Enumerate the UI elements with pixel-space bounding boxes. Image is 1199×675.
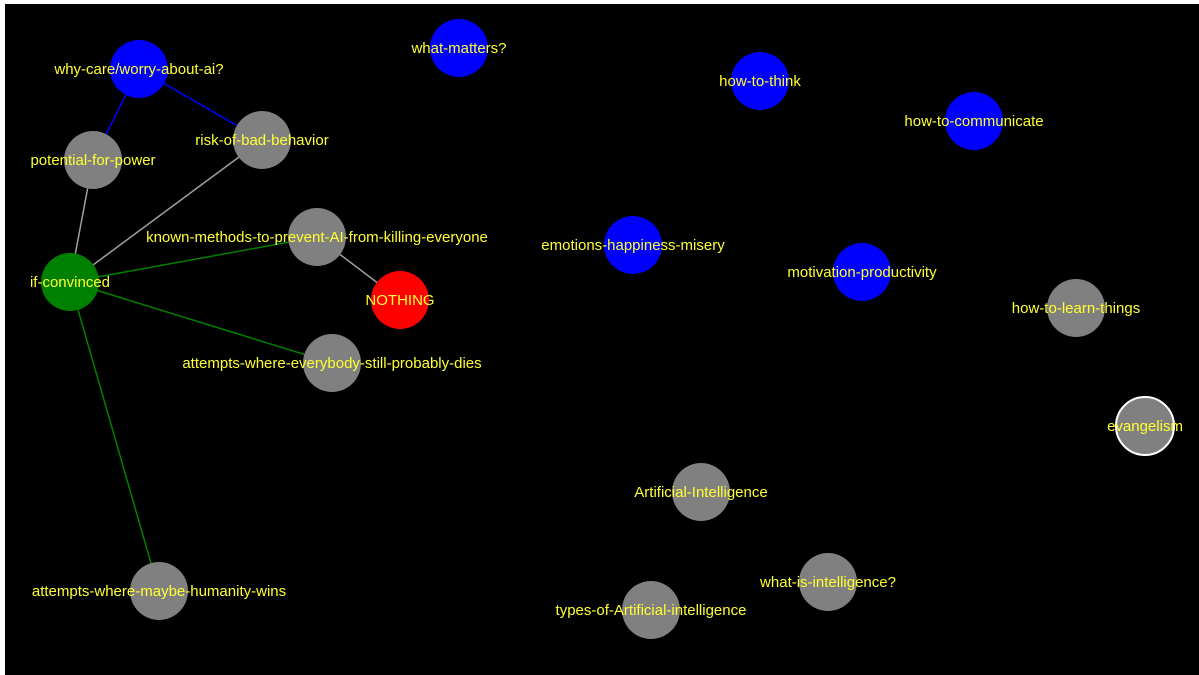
node-circle[interactable] <box>1047 279 1105 337</box>
node-label: why-care/worry-about-ai? <box>53 61 223 78</box>
node-known-methods[interactable]: known-methods-to-prevent-AI-from-killing… <box>146 208 488 266</box>
node-label: attempts-where-maybe-humanity-wins <box>32 583 286 600</box>
node-attempts-wins[interactable]: attempts-where-maybe-humanity-wins <box>32 562 286 620</box>
node-label: how-to-communicate <box>904 113 1043 130</box>
node-circle[interactable] <box>371 271 429 329</box>
node-label: known-methods-to-prevent-AI-from-killing… <box>146 229 488 246</box>
graph-canvas[interactable]: why-care/worry-about-ai? what-matters? how… <box>5 4 1199 675</box>
node-why-care[interactable]: why-care/worry-about-ai? <box>53 40 224 98</box>
node-label: evangelism <box>1107 418 1183 435</box>
node-label: attempts-where-everybody-still-probably-… <box>182 355 481 372</box>
graph-svg[interactable]: why-care/worry-about-ai? what-matters? how… <box>5 4 1199 675</box>
node-circle[interactable] <box>1115 396 1175 456</box>
node-types-ai[interactable]: types-of-Artificial-intelligence <box>556 581 747 639</box>
node-label: how-to-think <box>719 73 801 90</box>
node-what-is-intelligence[interactable]: what-is-intelligence? <box>759 553 896 611</box>
node-how-to-think[interactable]: how-to-think <box>719 52 801 110</box>
nodes-layer: why-care/worry-about-ai? what-matters? how… <box>30 19 1183 639</box>
node-label: if-convinced <box>30 274 110 291</box>
node-label: types-of-Artificial-intelligence <box>556 602 747 619</box>
node-ai[interactable]: Artificial-Intelligence <box>634 463 768 521</box>
node-circle[interactable] <box>604 216 662 274</box>
node-circle[interactable] <box>672 463 730 521</box>
node-circle[interactable] <box>130 562 188 620</box>
node-what-matters[interactable]: what-matters? <box>410 19 507 77</box>
node-potential[interactable]: potential-for-power <box>30 131 156 189</box>
node-label: potential-for-power <box>30 152 155 169</box>
node-circle[interactable] <box>110 40 168 98</box>
node-label: risk-of-bad-behavior <box>195 132 328 149</box>
node-label: motivation-productivity <box>787 264 937 281</box>
node-circle[interactable] <box>833 243 891 301</box>
node-label: NOTHING <box>365 292 434 309</box>
node-if-convinced[interactable]: if-convinced <box>30 253 110 311</box>
edge-if-convinced-to-attempts-dies <box>69 281 333 364</box>
node-circle[interactable] <box>41 253 99 311</box>
node-emotions[interactable]: emotions-happiness-misery <box>541 216 725 274</box>
node-circle[interactable] <box>622 581 680 639</box>
node-label: what-is-intelligence? <box>759 574 896 591</box>
node-label: how-to-learn-things <box>1012 300 1140 317</box>
node-circle[interactable] <box>64 131 122 189</box>
node-label: Artificial-Intelligence <box>634 484 767 501</box>
node-circle[interactable] <box>799 553 857 611</box>
node-circle[interactable] <box>945 92 1003 150</box>
node-circle[interactable] <box>233 111 291 169</box>
node-nothing[interactable]: NOTHING <box>365 271 435 329</box>
node-how-to-learn[interactable]: how-to-learn-things <box>1012 279 1140 337</box>
node-label: emotions-happiness-misery <box>541 237 725 254</box>
node-circle[interactable] <box>430 19 488 77</box>
node-circle[interactable] <box>303 334 361 392</box>
node-motivation[interactable]: motivation-productivity <box>787 243 937 301</box>
node-evangelism[interactable]: evangelism <box>1107 396 1183 456</box>
edge-risk-to-if-convinced <box>69 139 263 283</box>
node-circle[interactable] <box>288 208 346 266</box>
node-how-to-communicate[interactable]: how-to-communicate <box>904 92 1044 150</box>
node-attempts-dies[interactable]: attempts-where-everybody-still-probably-… <box>182 334 482 392</box>
edge-if-convinced-to-attempts-wins <box>69 281 160 592</box>
node-risk[interactable]: risk-of-bad-behavior <box>195 111 329 169</box>
node-label: what-matters? <box>410 40 506 57</box>
edge-if-convinced-to-known-methods <box>69 236 318 283</box>
node-circle[interactable] <box>731 52 789 110</box>
